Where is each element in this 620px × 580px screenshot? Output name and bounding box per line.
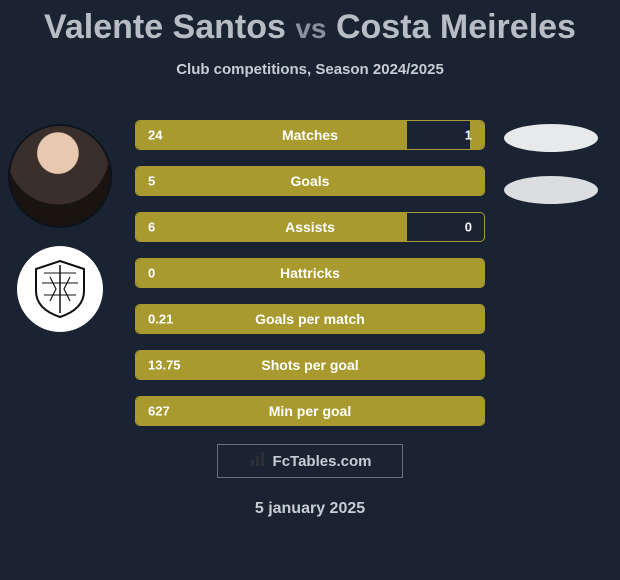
player2-name: Costa Meireles [336, 8, 576, 46]
stat-row: 627 Min per goal [135, 396, 485, 426]
stat-row: 13.75 Shots per goal [135, 350, 485, 380]
stat-value-right: 1 [465, 128, 472, 143]
brand-box[interactable]: FcTables.com [217, 444, 403, 478]
stat-value-right: 0 [465, 220, 472, 235]
stat-value-left: 0 [148, 266, 155, 281]
stat-value-left: 0.21 [148, 312, 173, 327]
crest-icon [30, 259, 90, 319]
chart-icon [249, 450, 267, 473]
placeholder-oval [504, 176, 598, 204]
club-crest [17, 246, 103, 332]
stats-container: 24 Matches 1 5 Goals 6 Assists 0 0 Hattricks 0.21 G… [135, 120, 485, 442]
stat-label: Assists [285, 219, 335, 235]
stat-row: 5 Goals [135, 166, 485, 196]
left-avatar-column [8, 124, 112, 332]
page-title: Valente Santos vs Costa Meireles [0, 0, 620, 47]
stat-value-left: 13.75 [148, 358, 181, 373]
stat-label: Matches [282, 127, 338, 143]
stat-row: 24 Matches 1 [135, 120, 485, 150]
stat-label: Hattricks [280, 265, 340, 281]
right-placeholder-column [504, 124, 598, 228]
stat-label: Goals per match [255, 311, 365, 327]
stat-label: Goals [291, 173, 330, 189]
stat-fill-left [136, 213, 407, 241]
vs-text: vs [295, 13, 326, 44]
stat-fill-left [136, 121, 407, 149]
stat-value-left: 5 [148, 174, 155, 189]
stat-label: Min per goal [269, 403, 351, 419]
stat-row: 0 Hattricks [135, 258, 485, 288]
subtitle: Club competitions, Season 2024/2025 [0, 61, 620, 78]
brand-text: FcTables.com [273, 453, 372, 470]
player-photo [8, 124, 112, 228]
date-text: 5 january 2025 [0, 500, 620, 518]
placeholder-oval [504, 124, 598, 152]
stat-label: Shots per goal [261, 357, 358, 373]
stat-value-left: 627 [148, 404, 170, 419]
stat-row: 0.21 Goals per match [135, 304, 485, 334]
stat-value-left: 6 [148, 220, 155, 235]
stat-fill-right [470, 121, 484, 149]
stat-value-left: 24 [148, 128, 162, 143]
player1-name: Valente Santos [44, 8, 286, 46]
stat-row: 6 Assists 0 [135, 212, 485, 242]
